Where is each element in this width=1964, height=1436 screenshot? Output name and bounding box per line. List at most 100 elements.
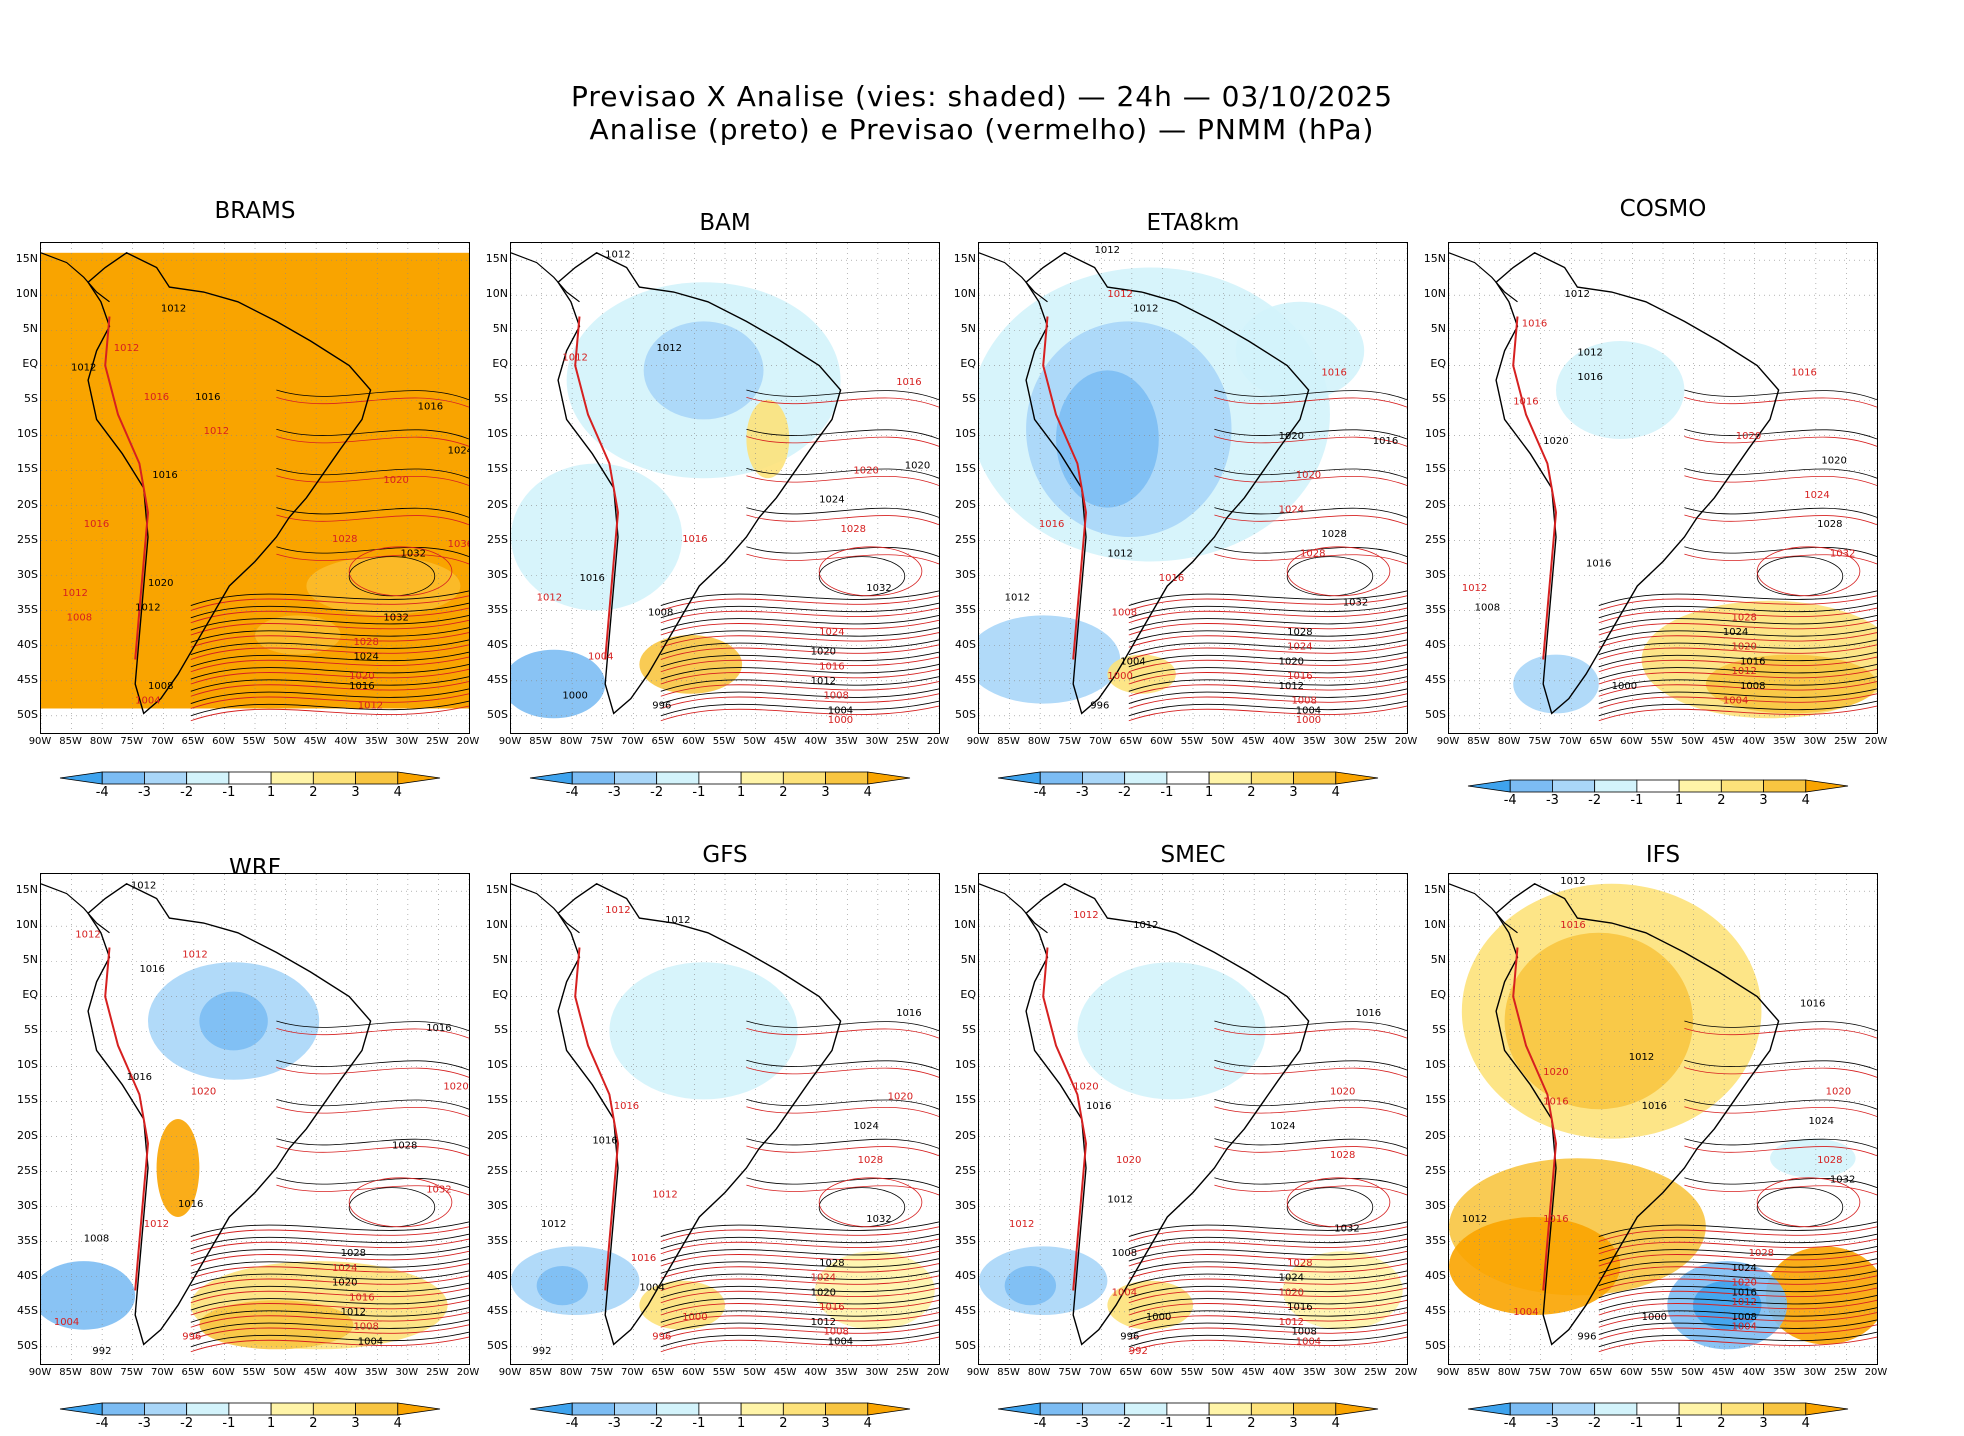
longitude-tick-label: 50W xyxy=(1681,736,1704,747)
latitude-tick-label: 25S xyxy=(487,532,508,546)
forecast-isobar xyxy=(1598,1275,1877,1291)
analysis-isobar xyxy=(746,1138,939,1149)
latitude-tick-label: 45S xyxy=(17,672,38,686)
contour-label: 1016 xyxy=(349,1292,374,1303)
contour-label: 1012 xyxy=(1107,549,1132,560)
latitude-tick-label: 10N xyxy=(1423,918,1446,932)
contour-label: 1016 xyxy=(1740,656,1765,667)
longitude-tick-label: 85W xyxy=(529,736,552,747)
forecast-isobar xyxy=(276,1106,469,1117)
andes-contours xyxy=(1042,316,1088,660)
colorbar xyxy=(529,1402,911,1416)
contour-label: 1004 xyxy=(1731,1322,1756,1333)
latitude-tick-label: 40S xyxy=(955,637,976,651)
contour-label: 1016 xyxy=(819,1302,844,1313)
analysis-isobar xyxy=(1128,676,1407,692)
andes-contours xyxy=(1042,947,1088,1291)
analysis-isobar xyxy=(190,1307,469,1323)
forecast-isobar xyxy=(1684,436,1877,447)
forecast-isobar xyxy=(1598,607,1877,624)
contour-label: 1016 xyxy=(144,392,169,403)
longitude-tick-label: 45W xyxy=(1241,736,1265,747)
andes-contours xyxy=(104,316,150,660)
longitude-tick-label: 65W xyxy=(651,1367,675,1378)
analysis-isobar xyxy=(1128,639,1407,656)
latitude-tick-label: 25S xyxy=(1425,1163,1446,1177)
bias-shading-cool xyxy=(1004,1266,1057,1306)
contour-label: 1028 xyxy=(1817,519,1842,530)
contour-label: 1004 xyxy=(1723,696,1748,707)
contour-label: 1012 xyxy=(204,426,229,437)
colorbar-swatch xyxy=(1250,1402,1294,1416)
contour-labels: 1012 1012 1016 1020 1024 1028 1032 1016 1016 1012… xyxy=(532,905,921,1357)
longitude-tick-label: 80W xyxy=(89,1367,113,1378)
longitude-tick-label: 75W xyxy=(1058,736,1082,747)
central-america-coastline xyxy=(511,252,580,303)
latitude-tick-label: 35S xyxy=(1425,1233,1446,1247)
latitude-tick-label: 10N xyxy=(953,287,976,301)
forecast-isobar xyxy=(746,514,939,526)
bias-shading-warm xyxy=(1504,932,1693,1110)
longitude-tick-label: 40W xyxy=(1272,736,1296,747)
contour-label: 1028 xyxy=(1817,1155,1842,1166)
panel-title: IFS xyxy=(1645,842,1681,868)
colorbar-swatch xyxy=(397,771,441,785)
contour-label: 1008 xyxy=(148,681,173,692)
longitude-tick-label: 50W xyxy=(743,1367,766,1378)
analysis-isobar xyxy=(1598,700,1877,717)
longitude-tick-label: 25W xyxy=(426,736,449,747)
analysis-isobar xyxy=(660,1331,939,1348)
colorbar-swatch xyxy=(656,1402,700,1416)
longitude-tick-label: 50W xyxy=(273,736,296,747)
analysis-isobar xyxy=(746,1177,939,1188)
latitude-tick-label: 20S xyxy=(487,1128,508,1142)
analysis-isobar xyxy=(190,651,469,668)
forecast-isobar xyxy=(190,1324,469,1340)
contour-label: 1028 xyxy=(1731,612,1756,623)
longitude-tick-label: 60W xyxy=(682,1367,705,1378)
analysis-isobar xyxy=(660,663,939,680)
colorbar-swatch xyxy=(355,771,399,785)
analysis-isobar xyxy=(660,1258,939,1274)
contour-labels: 1012 1012 1012 1016 1020 1020 1024 1028 1032 1016… xyxy=(537,250,931,727)
longitude-tick-label: 55W xyxy=(712,736,736,747)
longitude-tick-label: 25W xyxy=(896,1367,919,1378)
colorbar-swatch xyxy=(186,1402,230,1416)
forecast-isobar xyxy=(1684,396,1877,408)
latitude-tick-label: 15N xyxy=(15,252,38,266)
colorbar-swatch xyxy=(1250,771,1294,785)
longitude-tick-label: 20W xyxy=(456,1367,480,1378)
map-frame: 1012 1012 1012 1016 1016 1012 1016 1016 1020 1012… xyxy=(40,242,470,734)
contour-label: 1028 xyxy=(1321,529,1346,540)
forecast-isobar xyxy=(660,1226,939,1242)
map-canvas: 1012101210121016101610201020102410281028… xyxy=(979,243,1407,733)
colorbar-swatch xyxy=(1335,771,1379,785)
forecast-isobar xyxy=(1214,436,1407,447)
forecast-isobar xyxy=(1128,668,1407,685)
contour-label: 1012 xyxy=(605,905,630,916)
contour-label: 1016 xyxy=(84,519,109,530)
analysis-isobar xyxy=(190,1221,469,1238)
contour-label: 1016 xyxy=(418,402,443,413)
colorbar-swatch xyxy=(59,771,103,785)
bias-shading-warm xyxy=(814,1251,935,1330)
bias-shading-cool xyxy=(1235,301,1365,400)
contour-label: 1016 xyxy=(819,661,844,672)
latitude-tick-label: EQ xyxy=(960,988,976,1002)
longitude-tick-label: 45W xyxy=(1711,736,1735,747)
latitude-tick-label: 50S xyxy=(1425,707,1446,721)
analysis-isobar xyxy=(1598,1233,1877,1250)
colorbar-label: 3 xyxy=(1759,793,1768,808)
isobar-contours xyxy=(1128,1020,1407,1353)
analysis-isobar xyxy=(1128,700,1407,717)
analysis-isobar xyxy=(660,676,939,692)
analysis-isobar xyxy=(1128,1294,1407,1311)
bias-shading-warm xyxy=(746,399,790,479)
forecast-isobar xyxy=(276,475,469,486)
analysis-isobar xyxy=(660,1270,939,1287)
analysis-isobar xyxy=(190,1294,469,1311)
colorbar-label: 4 xyxy=(1801,793,1810,808)
colorbar-swatch xyxy=(312,771,356,785)
longitude-tick-label: 70W xyxy=(1088,1367,1112,1378)
contour-label: 1020 xyxy=(1731,1278,1756,1289)
